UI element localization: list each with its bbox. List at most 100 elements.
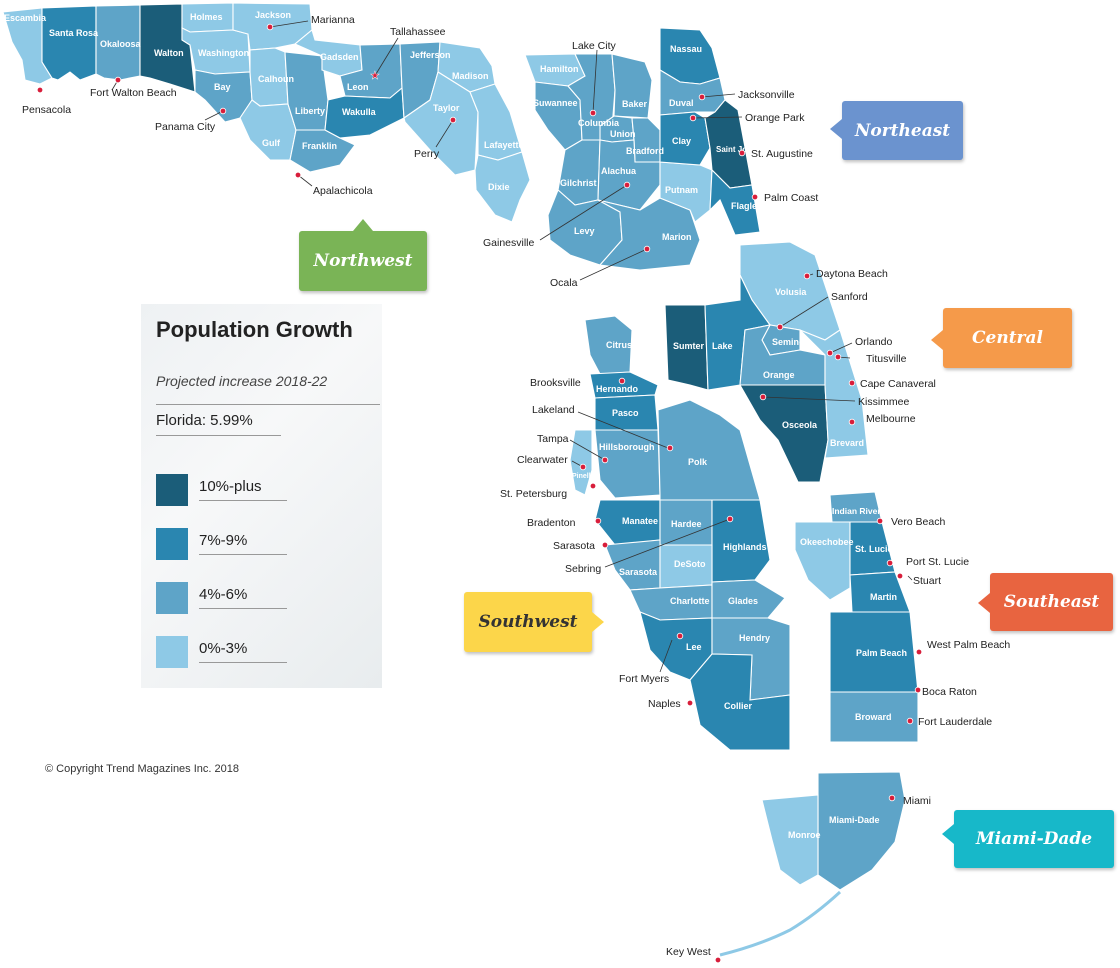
county-glades[interactable] — [711, 579, 786, 619]
county-label: Polk — [688, 457, 708, 467]
county-santa-rosa[interactable] — [41, 5, 97, 81]
region-tag-miamidade-label: Miami-Dade — [975, 829, 1093, 849]
county-label: Duval — [669, 98, 694, 108]
region-tag-pointer — [978, 593, 990, 613]
legend-item-underline — [199, 608, 287, 609]
county-collier[interactable] — [689, 653, 791, 751]
county-hillsborough[interactable] — [594, 429, 661, 499]
county-marion[interactable] — [597, 197, 701, 271]
county-brevard[interactable] — [799, 329, 869, 459]
county-monroe[interactable] — [761, 794, 819, 886]
county-broward[interactable] — [829, 691, 919, 743]
county-sarasota[interactable] — [604, 539, 661, 591]
county-sumter[interactable] — [664, 304, 709, 391]
city-label-daytona-beach: Daytona Beach — [816, 268, 888, 280]
county-miami-dade[interactable] — [817, 771, 906, 891]
county-label: Hardee — [671, 519, 702, 529]
region-tag-northwest[interactable]: Northwest — [299, 219, 427, 291]
city-dot — [676, 632, 684, 640]
legend-item-0-3: 0%-3% — [156, 636, 356, 670]
region-tag-northeast-label: Northeast — [854, 120, 951, 141]
county-label: Miami-Dade — [829, 815, 880, 825]
county-label: Glades — [728, 596, 758, 606]
region-tag-pointer — [830, 119, 842, 139]
county-gulf[interactable] — [239, 99, 297, 161]
legend-subtitle: Projected increase 2018-22 — [156, 373, 328, 389]
county-pinellas[interactable] — [569, 429, 593, 496]
region-tag-northeast[interactable]: Northeast — [830, 101, 963, 160]
city-dot — [803, 272, 811, 280]
region-tag-southwest[interactable]: Southwest — [464, 592, 604, 652]
county-label: Union — [610, 129, 636, 139]
county-label: Jefferson — [410, 50, 451, 60]
city-dot — [686, 699, 694, 707]
city-dot — [666, 444, 674, 452]
county-polk[interactable] — [657, 399, 761, 501]
city-label-titusville: Titusville — [866, 353, 907, 365]
copyright-notice: © Copyright Trend Magazines Inc. 2018 — [45, 763, 239, 775]
county-label: Walton — [154, 48, 184, 58]
city-dot — [219, 107, 227, 115]
city-label-clearwater: Clearwater — [517, 454, 568, 466]
city-dot — [36, 86, 44, 94]
county-label: Broward — [855, 712, 892, 722]
county-clay[interactable] — [659, 111, 711, 166]
county-label: Sarasota — [619, 567, 658, 577]
county-okeechobee[interactable] — [794, 521, 851, 601]
city-label-apalachicola: Apalachicola — [313, 185, 373, 197]
county-label: Liberty — [295, 106, 325, 116]
legend-item-label: 10%-plus — [199, 478, 262, 495]
region-tag-southeast[interactable]: Southeast — [978, 573, 1113, 631]
county-label: Collier — [724, 701, 753, 711]
florida-keys — [719, 890, 842, 957]
city-dot — [915, 648, 923, 656]
legend: Population Growth Projected increase 201… — [141, 304, 382, 688]
legend-divider — [156, 435, 281, 436]
city-label-bradenton: Bradenton — [527, 517, 576, 529]
region-tag-southwest-label: Southwest — [478, 612, 578, 632]
region-tag-miamidade[interactable]: Miami-Dade — [942, 810, 1114, 868]
county-hernando[interactable] — [589, 371, 659, 399]
legend-item-4-6: 4%-6% — [156, 582, 356, 616]
county-label: Okeechobee — [800, 537, 854, 547]
city-label-cape-canaveral: Cape Canaveral — [860, 378, 936, 390]
city-label-kissimmee: Kissimmee — [858, 396, 910, 408]
city-dot — [589, 482, 597, 490]
city-dot — [848, 418, 856, 426]
county-label: Holmes — [190, 12, 223, 22]
county-label: Osceola — [782, 420, 818, 430]
county-label: Wakulla — [342, 107, 377, 117]
city-dot — [579, 463, 587, 471]
city-dot — [738, 149, 746, 157]
region-tag-pointer — [931, 330, 943, 350]
county-label: Charlotte — [670, 596, 710, 606]
city-dot — [896, 572, 904, 580]
legend-item-label: 0%-3% — [199, 640, 248, 657]
region-northeast-counties — [524, 27, 761, 271]
county-label: Hamilton — [540, 64, 579, 74]
city-label-orlando: Orlando — [855, 336, 893, 348]
region-tag-northwest-label: Northwest — [313, 251, 413, 271]
legend-swatch — [156, 474, 188, 506]
region-miamidade-counties — [719, 771, 906, 957]
county-label: Brevard — [830, 438, 864, 448]
county-label: Columbia — [578, 118, 620, 128]
city-dot — [906, 717, 914, 725]
county-putnam[interactable] — [659, 161, 713, 223]
county-label: Lake — [712, 341, 733, 351]
county-flagler[interactable] — [709, 168, 761, 236]
county-label: Calhoun — [258, 74, 294, 84]
county-highlands[interactable] — [711, 499, 771, 583]
city-label-west-palm-beach: West Palm Beach — [927, 639, 1010, 651]
county-dixie[interactable] — [474, 151, 531, 223]
legend-item-underline — [199, 500, 287, 501]
region-tag-central[interactable]: Central — [931, 308, 1072, 368]
county-label: Hillsborough — [599, 442, 655, 452]
city-label-sebring: Sebring — [565, 563, 601, 575]
county-label: Pinellas — [572, 473, 599, 480]
city-label-panama-city: Panama City — [155, 121, 216, 133]
city-dots — [36, 23, 923, 964]
city-label-lake-city: Lake City — [572, 40, 617, 52]
county-label: Indian River — [832, 506, 881, 516]
